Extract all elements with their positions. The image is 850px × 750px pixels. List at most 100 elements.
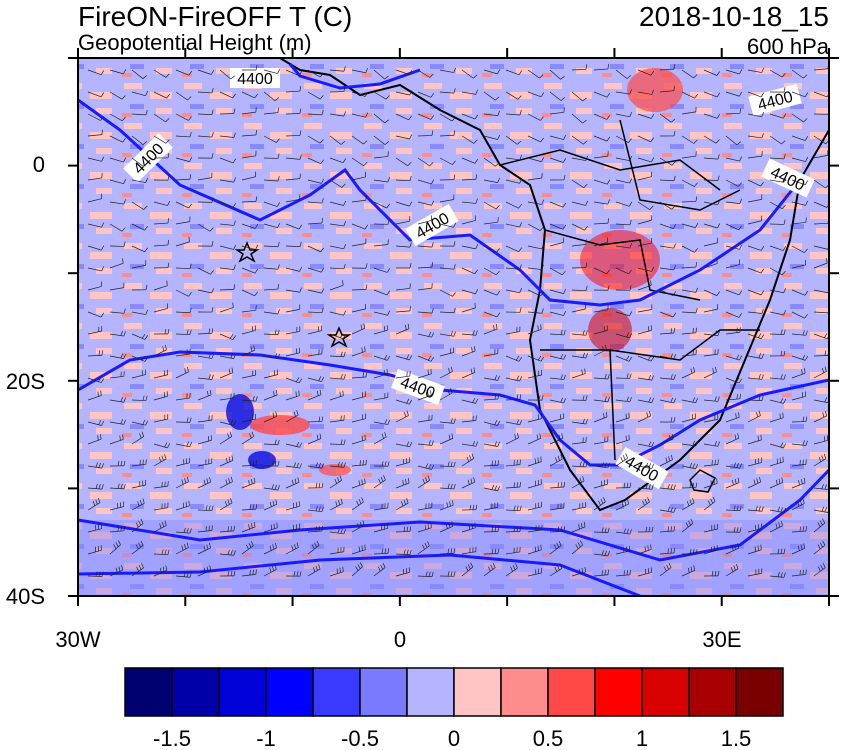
wind-barb-flag [365, 372, 367, 378]
wind-barb [681, 200, 697, 203]
wind-barb-flag [798, 480, 800, 486]
wind-barb [351, 549, 366, 555]
wind-barb [285, 443, 300, 448]
wind-barb-flag [208, 328, 211, 334]
wind-barb-flag [208, 374, 211, 380]
wind-barb-flag [253, 521, 256, 527]
wind-barb [791, 574, 806, 577]
wind-barb-flag [181, 479, 184, 485]
wind-barb-flag [650, 114, 655, 119]
wind-barb-flag [95, 462, 98, 468]
wind-barb [373, 373, 388, 379]
wind-barb [329, 245, 344, 250]
wind-barb [87, 502, 101, 511]
colorbar-box [312, 667, 361, 717]
wind-barb-flag [336, 477, 340, 483]
wind-barb [307, 421, 323, 423]
wind-barb [725, 416, 740, 423]
wind-barb [725, 289, 740, 296]
wind-barb [549, 545, 562, 555]
wind-barb-flag [778, 478, 781, 484]
wind-barb-flag [143, 205, 148, 210]
wind-barb-flag [673, 64, 676, 70]
wind-barb-flag [387, 548, 390, 554]
wind-barb-flag [620, 456, 623, 462]
wind-barb-flag [274, 564, 277, 570]
wind-barb [681, 69, 694, 79]
wind-barb-flag [189, 132, 192, 138]
wind-barb [791, 245, 805, 253]
wind-barb-flag [623, 482, 626, 488]
wind-barb-flag [378, 478, 381, 484]
wind-barb-flag [431, 464, 435, 470]
wind-barb-flag [121, 116, 126, 122]
wind-barb [241, 111, 256, 115]
wind-barb [153, 418, 168, 423]
wind-barb-flag [466, 456, 470, 462]
wind-barb-flag [334, 478, 337, 484]
wind-barb [351, 524, 365, 533]
wind-barb [439, 465, 454, 468]
wind-barb-flag [294, 478, 297, 484]
wind-barb-flag [343, 221, 346, 227]
wind-barb [439, 289, 453, 297]
wind-barb [263, 267, 278, 270]
wind-barb-flag [584, 368, 586, 374]
wind-barb [505, 267, 520, 270]
wind-barb [307, 91, 321, 100]
wind-barb-flag [755, 505, 758, 511]
wind-barb-flag [645, 462, 649, 468]
wind-barb-flag [540, 116, 544, 121]
wind-barb-flag [515, 355, 520, 361]
wind-barb-flag [402, 480, 404, 486]
wind-barb [769, 267, 783, 276]
wind-barb-flag [538, 395, 541, 401]
wind-barb-flag [277, 439, 280, 445]
wind-barb-flag [123, 353, 126, 359]
wind-barb-flag [561, 433, 564, 439]
wind-barb-flag [381, 433, 384, 439]
wind-barb-flag [189, 263, 192, 269]
wind-barb [351, 113, 366, 118]
wind-barb [747, 267, 762, 274]
wind-barb-flag [537, 325, 539, 331]
wind-barb-flag [715, 139, 720, 144]
wind-barb-flag [229, 431, 233, 437]
wind-barb-flag [497, 394, 499, 400]
wind-barb-flag [712, 368, 715, 374]
wind-barb [131, 436, 144, 445]
wind-barb-flag [492, 562, 496, 568]
colorbar-box [547, 667, 596, 717]
wind-barb-flag [337, 461, 340, 467]
wind-barb [681, 418, 696, 423]
wind-barb-flag [299, 86, 302, 92]
wind-barb-flag [474, 158, 479, 164]
wind-barb-flag [339, 391, 341, 397]
wind-barb-flag [519, 420, 523, 425]
wind-barb-flag [805, 330, 808, 336]
wind-barb-flag [408, 115, 412, 121]
wind-barb-flag [206, 566, 209, 572]
wind-barb [219, 421, 234, 426]
wind-barb-flag [582, 352, 585, 358]
wind-barb [219, 201, 234, 208]
wind-barb-flag [144, 357, 149, 362]
wind-barb-flag [714, 570, 717, 576]
wind-barb-flag [517, 140, 522, 145]
wind-barb [439, 333, 454, 337]
wind-barb-flag [475, 330, 478, 336]
wind-barb-flag [717, 154, 720, 160]
wind-barb-flag [117, 460, 120, 466]
wind-barb-flag [339, 475, 343, 481]
wind-barb [373, 113, 386, 124]
wind-barb-flag [557, 565, 560, 571]
wind-barb [417, 479, 430, 489]
wind-barb [813, 371, 827, 379]
wind-barb-flag [428, 571, 431, 577]
wind-barb-flag [409, 134, 413, 140]
wind-barb-flag [428, 440, 431, 446]
wind-barb-flag [183, 527, 186, 533]
wind-barb [593, 113, 608, 120]
wind-barb [637, 465, 652, 469]
wind-barb [197, 377, 212, 380]
